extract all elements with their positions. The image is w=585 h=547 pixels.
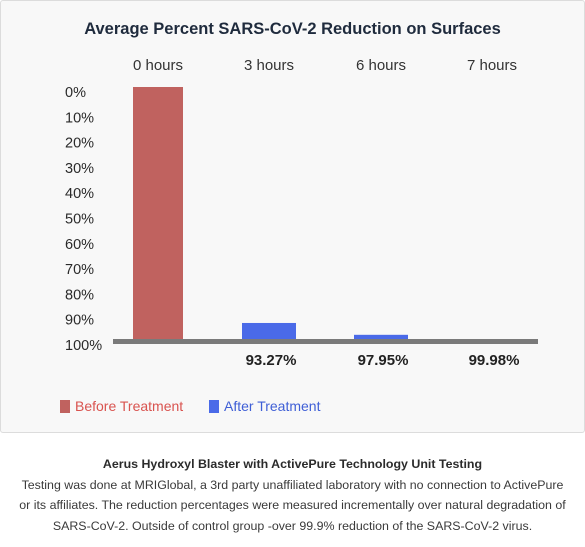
category-label: 7 hours [467, 57, 517, 74]
bar-chart: 0 hours 3 hours 6 hours 7 hours 0% 10% 20% 30% 4… [60, 57, 538, 414]
bar-before-treatment [133, 87, 183, 340]
y-tick-label: 50% [65, 212, 94, 228]
caption-title: Aerus Hydroxyl Blaster with ActivePure T… [102, 457, 483, 471]
bar-after-treatment [354, 334, 408, 340]
category-label: 6 hours [356, 57, 406, 74]
legend-label: After Treatment [224, 398, 321, 414]
legend-swatch [209, 400, 219, 413]
caption: Aerus Hydroxyl Blaster with ActivePure T… [16, 454, 569, 536]
legend-swatch [60, 400, 70, 413]
category-label: 3 hours [244, 57, 294, 74]
y-tick-label: 80% [65, 287, 94, 303]
bar-after-treatment [242, 322, 296, 340]
legend-label: Before Treatment [75, 398, 183, 414]
y-tick-label: 70% [65, 262, 94, 278]
y-tick-label: 10% [65, 110, 94, 126]
value-label: 99.98% [469, 352, 520, 369]
x-axis-baseline [113, 339, 538, 344]
y-tick-label: 90% [65, 313, 94, 329]
y-tick-label: 100% [65, 338, 102, 354]
y-tick-label: 60% [65, 237, 94, 253]
chart-title: Average Percent SARS-CoV-2 Reduction on … [84, 20, 501, 38]
y-tick-label: 20% [65, 136, 94, 152]
y-tick-label: 0% [65, 85, 86, 101]
caption-body: Testing was done at MRIGlobal, a 3rd par… [19, 477, 566, 533]
y-tick-label: 40% [65, 186, 94, 202]
category-label: 0 hours [133, 57, 183, 74]
chart-card [0, 0, 585, 433]
value-label: 93.27% [246, 352, 297, 369]
y-tick-label: 30% [65, 161, 94, 177]
value-label: 97.95% [358, 352, 409, 369]
